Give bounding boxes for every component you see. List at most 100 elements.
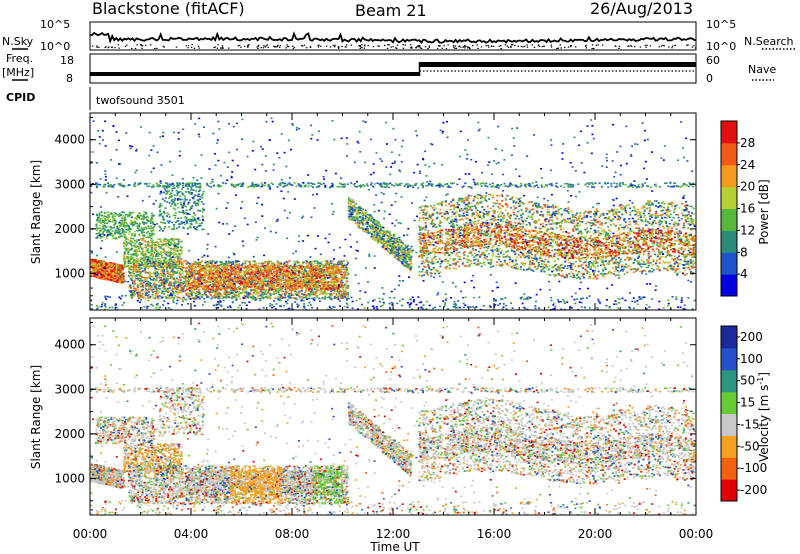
power-cell bbox=[123, 233, 126, 236]
noise-search-point bbox=[277, 44, 279, 46]
power-cell bbox=[324, 295, 327, 297]
power-cell bbox=[170, 247, 173, 250]
noise-search-point bbox=[687, 44, 689, 46]
power-cell bbox=[139, 229, 142, 232]
power-cell bbox=[141, 289, 144, 291]
power-cell bbox=[174, 217, 177, 219]
noise-search-point bbox=[445, 48, 448, 50]
noise-search-point bbox=[415, 47, 417, 49]
noise-search-point bbox=[244, 45, 246, 47]
power-cell bbox=[124, 222, 127, 224]
power-cell bbox=[168, 226, 171, 228]
power-cell bbox=[131, 279, 133, 282]
power-cell bbox=[140, 279, 143, 282]
power-cell bbox=[165, 264, 168, 266]
power-cell bbox=[245, 291, 248, 293]
power-cell bbox=[266, 263, 269, 265]
power-cell bbox=[123, 254, 125, 257]
power-cell bbox=[174, 282, 177, 284]
power-cell bbox=[171, 199, 174, 201]
noise-search-point bbox=[634, 46, 636, 48]
power-cell bbox=[167, 190, 170, 192]
power-cell bbox=[330, 262, 333, 264]
power-cell bbox=[294, 267, 297, 269]
power-cell bbox=[152, 295, 154, 297]
power-cell bbox=[90, 263, 93, 265]
power-cell bbox=[140, 238, 143, 241]
power-cell bbox=[101, 219, 104, 222]
power-cell bbox=[130, 223, 133, 225]
power-cell bbox=[160, 272, 163, 275]
power-cell bbox=[170, 289, 173, 292]
cpid-value: twofsound 3501 bbox=[96, 94, 185, 107]
power-cell bbox=[242, 295, 245, 297]
power-cell bbox=[301, 284, 304, 287]
power-cell bbox=[167, 213, 170, 216]
power-cell bbox=[172, 271, 175, 273]
power-cell bbox=[143, 235, 146, 237]
power-cell bbox=[315, 294, 318, 297]
power-cell bbox=[217, 292, 220, 294]
noise-search-point bbox=[191, 44, 193, 46]
power-cell bbox=[161, 256, 164, 259]
power-cell bbox=[146, 294, 149, 297]
power-cell bbox=[290, 286, 293, 289]
power-cell bbox=[146, 280, 149, 283]
power-cell bbox=[340, 294, 343, 297]
power-cell bbox=[116, 230, 119, 232]
power-cell bbox=[98, 212, 101, 214]
power-cell bbox=[139, 293, 142, 295]
power-cell bbox=[237, 287, 239, 290]
power-cell bbox=[176, 199, 179, 202]
noise-search-point bbox=[377, 45, 379, 47]
power-cell bbox=[195, 295, 198, 297]
power-cell bbox=[189, 209, 192, 211]
power-cell bbox=[190, 192, 193, 194]
power-cell bbox=[178, 282, 181, 285]
power-cell bbox=[306, 287, 309, 289]
power-cell bbox=[146, 276, 149, 279]
power-cell bbox=[144, 287, 147, 290]
noise-search-point bbox=[345, 44, 348, 46]
noise-search-point bbox=[247, 44, 249, 46]
power-cell bbox=[147, 230, 149, 233]
power-cell bbox=[231, 263, 233, 266]
power-cell bbox=[127, 253, 130, 256]
power-cell bbox=[346, 277, 349, 280]
power-cell bbox=[169, 241, 172, 244]
power-cell bbox=[340, 260, 343, 263]
power-cell bbox=[323, 271, 325, 273]
power-cell bbox=[105, 231, 108, 234]
power-cell bbox=[163, 285, 165, 287]
noise-search-point bbox=[504, 44, 507, 46]
power-cell bbox=[140, 275, 143, 277]
power-cell bbox=[240, 275, 243, 278]
power-cell bbox=[146, 289, 148, 292]
power-cell bbox=[152, 255, 154, 258]
power-cell bbox=[201, 294, 204, 296]
power-cell bbox=[253, 281, 256, 284]
power-cell bbox=[175, 255, 178, 258]
power-cell bbox=[179, 262, 182, 264]
power-cell bbox=[250, 296, 253, 298]
power-cell bbox=[103, 275, 106, 278]
power-cell bbox=[104, 262, 107, 264]
power-cell bbox=[108, 220, 111, 222]
power-cell bbox=[169, 260, 171, 263]
noise-search-point bbox=[419, 45, 421, 47]
power-cell bbox=[158, 238, 161, 241]
power-cell bbox=[134, 293, 136, 296]
power-cell bbox=[155, 293, 157, 295]
power-cell bbox=[205, 263, 208, 265]
power-cell bbox=[299, 276, 302, 279]
power-cell bbox=[182, 204, 185, 207]
power-cell bbox=[251, 269, 254, 272]
power-cell bbox=[149, 251, 152, 254]
power-cell bbox=[150, 278, 153, 281]
power-cell bbox=[316, 286, 319, 289]
power-cell bbox=[329, 294, 332, 297]
power-cell bbox=[187, 190, 190, 193]
noise-search-point bbox=[570, 45, 572, 47]
power-cell bbox=[113, 279, 116, 281]
power-cell bbox=[135, 277, 138, 280]
